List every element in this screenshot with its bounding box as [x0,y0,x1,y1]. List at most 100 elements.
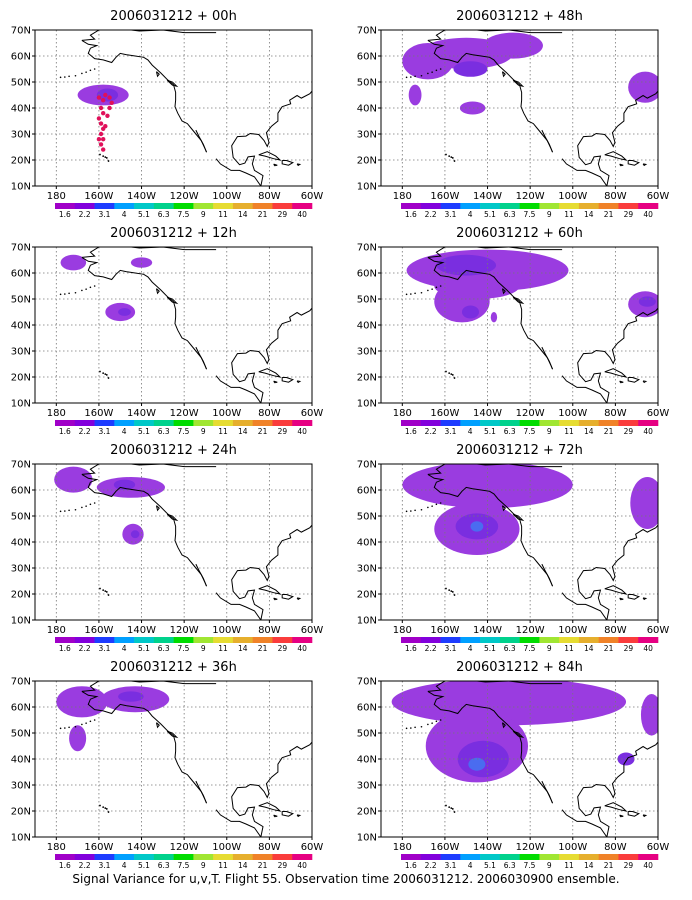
colorbar-label: 40 [297,427,307,436]
lat-tick-label: 40N [357,538,377,549]
lat-tick-label: 50N [357,78,377,89]
lon-tick-label: 100W [212,842,241,853]
colorbar-swatch [618,637,639,643]
lon-tick-label: 100W [558,842,587,853]
lon-tick-label: 120W [170,842,199,853]
lon-tick-label: 100W [558,408,587,419]
colorbar-label: 14 [584,427,594,436]
colorbar-label: 6.3 [158,861,170,870]
colorbar-label: 5.1 [484,427,496,436]
variance-contour [470,521,484,532]
lat-tick-label: 20N [11,156,31,167]
observation-point [98,142,104,147]
colorbar-label: 5.1 [138,644,150,653]
colorbar-swatch [114,420,135,426]
colorbar-swatch [232,637,253,643]
colorbar-swatch [252,854,273,860]
colorbar-swatch [292,203,313,209]
colorbar-swatch [440,203,461,209]
colorbar-swatch [460,420,481,426]
lon-tick-label: 60W [301,191,324,202]
lat-tick-label: 50N [357,295,377,306]
colorbar-swatch [193,203,214,209]
lat-tick-label: 20N [357,156,377,167]
colorbar-label: 4 [468,861,473,870]
variance-contour [434,273,520,299]
variance-contour [630,477,658,529]
lon-tick-label: 140W [127,191,156,202]
lat-tick-label: 30N [357,130,377,141]
colorbar-label: 5.1 [138,861,150,870]
colorbar-label: 7.5 [178,644,190,653]
colorbar-swatch [213,203,234,209]
lon-tick-label: 160W [84,625,113,636]
colorbar-label: 4 [122,644,127,653]
colorbar-label: 1.6 [405,427,417,436]
colorbar: 1.6 2.2 3.1 4 5.1 6.3 7.5 9 11 14 21 29 40 [401,854,659,870]
colorbar-swatch [94,854,115,860]
colorbar-label: 9 [547,861,552,870]
colorbar-swatch [578,854,599,860]
colorbar: 1.6 2.2 3.1 4 5.1 6.3 7.5 9 11 14 21 29 40 [55,637,313,653]
colorbar-swatch [638,854,659,860]
colorbar-swatch [401,203,422,209]
lon-tick-label: 180 [47,842,66,853]
colorbar-label: 6.3 [504,427,516,436]
coastline [59,464,312,620]
panel-48h: 2006031212 + 48h 10N 20N 30N 40N 50N 60N 70N 180… [346,0,692,219]
lat-tick-label: 70N [11,460,31,471]
variance-contour [56,686,108,718]
lon-tick-label: 140W [473,842,502,853]
map-plot-area [35,681,312,837]
variance-contour [468,757,486,771]
observation-point [100,137,106,142]
colorbar-swatch [440,854,461,860]
lat-tick-label: 50N [357,512,377,523]
figure-caption: Signal Variance for u,v,T. Flight 55. Ob… [72,872,620,886]
lon-tick-label: 100W [212,408,241,419]
colorbar-swatch [173,854,194,860]
colorbar-label: 7.5 [524,427,536,436]
colorbar-label: 11 [564,861,574,870]
lon-tick-label: 180 [47,625,66,636]
observation-point [103,92,108,98]
coastline [59,681,312,837]
lat-tick-label: 30N [11,347,31,358]
lon-tick-label: 180 [393,625,412,636]
colorbar-swatch [559,420,580,426]
observation-point [98,131,104,137]
colorbar-label: 4 [468,644,473,653]
variance-contour [60,254,87,271]
colorbar-label: 21 [604,861,614,870]
colorbar-label: 14 [238,644,248,653]
lat-tick-label: 50N [11,78,31,89]
colorbar-label: 1.6 [405,861,417,870]
panel-72h: 2006031212 + 72h 10N 20N 30N 40N 50N 60N 70N 180… [346,434,692,653]
colorbar-swatch [173,637,194,643]
colorbar-label: 5.1 [484,861,496,870]
colorbar: 1.6 2.2 3.1 4 5.1 6.3 7.5 9 11 14 21 29 40 [55,420,313,436]
lat-tick-label: 50N [11,729,31,740]
lat-tick-label: 70N [357,26,377,37]
lat-tick-label: 50N [11,512,31,523]
lat-tick-label: 40N [11,104,31,115]
colorbar: 1.6 2.2 3.1 4 5.1 6.3 7.5 9 11 14 21 29 40 [55,203,313,219]
colorbar-swatch [153,203,174,209]
lon-tick-label: 100W [558,191,587,202]
colorbar-swatch [598,637,619,643]
colorbar-swatch [272,637,293,643]
lat-tick-label: 40N [11,321,31,332]
panel-title: 2006031212 + 36h [110,660,237,675]
colorbar-swatch [55,854,76,860]
colorbar-swatch [94,637,115,643]
panel-12h: 2006031212 + 12h 10N 20N 30N 40N 50N 60N 70N 180… [0,217,346,436]
lat-tick-label: 30N [11,781,31,792]
colorbar-swatch [420,420,441,426]
colorbar-swatch [55,203,76,209]
colorbar-swatch [252,203,273,209]
lat-tick-label: 70N [357,677,377,688]
map-frame [34,29,313,187]
lat-tick-label: 40N [357,104,377,115]
colorbar-swatch [114,637,135,643]
colorbar-label: 29 [278,210,288,219]
